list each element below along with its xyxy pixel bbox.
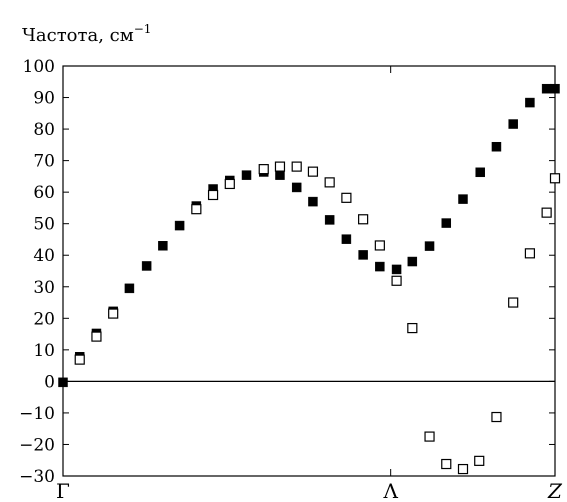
filled-square-point [391, 264, 402, 275]
data-points [58, 83, 561, 475]
open-square-point [358, 214, 369, 225]
open-square-point [424, 431, 435, 442]
filled-square-point [58, 377, 68, 388]
open-square-point [474, 455, 485, 466]
open-square-point [307, 166, 319, 177]
filled-square-point [124, 283, 135, 294]
open-square-point [108, 308, 119, 319]
y-tick-label: 20 [33, 309, 55, 329]
open-square-point [274, 161, 286, 172]
filled-square-point [241, 170, 252, 180]
open-square-point [207, 189, 219, 201]
filled-square-point [358, 250, 368, 260]
filled-square-point [508, 119, 518, 129]
y-tick-label: 70 [33, 152, 55, 172]
open-square-point [491, 411, 502, 423]
filled-square-point [141, 261, 152, 271]
filled-square-point [275, 170, 285, 180]
y-axis-label: Частота, см−1 [22, 22, 151, 46]
filled-square-point [475, 167, 485, 178]
y-tick-label: 30 [33, 278, 55, 298]
y-tick-label: 50 [33, 215, 55, 235]
open-square-point [224, 178, 235, 190]
filled-square-point [375, 261, 385, 272]
x-tick-label: Γ [56, 479, 70, 502]
x-tick-label: Z [547, 479, 563, 502]
y-tick-label: 100 [23, 57, 55, 77]
filled-square-point [308, 196, 318, 207]
open-square-point [74, 354, 85, 365]
open-square-point [191, 204, 202, 215]
open-square-point [374, 240, 385, 251]
open-square-point [457, 463, 469, 475]
open-square-point [441, 458, 452, 470]
x-tick-label: Λ [382, 479, 398, 502]
y-tick-label: −20 [19, 435, 55, 455]
filled-square-point [341, 234, 352, 244]
filled-square-point [158, 241, 168, 251]
y-tick-label: −30 [19, 467, 55, 487]
y-tick-label: 80 [33, 120, 55, 140]
filled-square-point [291, 182, 302, 193]
filled-square-point [525, 97, 535, 108]
plot-border [62, 65, 556, 477]
filled-square-point [491, 141, 502, 152]
y-tick-label: 40 [33, 246, 55, 266]
y-tick-label: −10 [19, 404, 55, 424]
open-square-point [258, 164, 269, 175]
filled-square-point [541, 83, 552, 94]
filled-square-point [441, 218, 452, 228]
open-square-point [508, 297, 519, 308]
y-tick-label: 90 [33, 89, 55, 109]
open-square-point [324, 177, 335, 188]
filled-square-point [550, 83, 560, 94]
open-square-point [391, 275, 402, 286]
filled-square-point [324, 215, 335, 225]
filled-square-point [407, 256, 418, 267]
open-square-point [541, 207, 552, 218]
filled-square-point [174, 220, 185, 231]
open-square-point [91, 331, 102, 342]
open-square-point [407, 322, 418, 334]
y-tick-label: 0 [44, 372, 55, 392]
filled-square-point [458, 194, 468, 204]
open-square-point [524, 248, 536, 259]
open-square-point [549, 173, 561, 184]
plot-frame [62, 65, 556, 477]
y-tick-label: 10 [33, 341, 55, 361]
y-tick-label: 60 [33, 183, 55, 203]
open-square-point [341, 192, 352, 203]
filled-square-point [424, 241, 435, 251]
open-square-point [291, 161, 302, 172]
